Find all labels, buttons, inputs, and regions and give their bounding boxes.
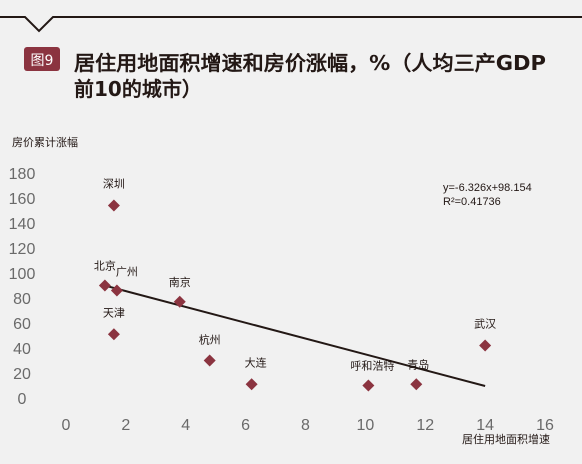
x-tick-label: 2 — [121, 417, 130, 434]
data-point-label: 南京 — [169, 275, 191, 289]
x-axis-ticks: 0 2 4 6 8 10 12 14 16 — [62, 417, 554, 434]
data-point-marker — [203, 354, 216, 367]
data-point-label: 大连 — [245, 355, 267, 369]
y-tick-label: 0 — [18, 391, 27, 408]
data-point-label: 深圳 — [103, 178, 125, 191]
x-tick-label: 10 — [356, 417, 374, 434]
x-tick-label: 14 — [476, 417, 494, 434]
y-tick-label: 120 — [9, 241, 36, 258]
data-point-label: 呼和浩特 — [350, 359, 394, 373]
y-tick-label: 80 — [13, 291, 31, 308]
data-point-marker — [107, 328, 120, 341]
data-point-marker — [98, 279, 111, 292]
data-point-marker — [107, 199, 120, 212]
data-point-label: 广州 — [116, 266, 138, 279]
chart-title-line2: 前10的城市） — [74, 77, 202, 101]
x-tick-label: 8 — [301, 417, 310, 434]
data-point-marker — [362, 379, 375, 392]
chart-title-line1: 居住用地面积增速和房价涨幅，%（人均三产GDP — [74, 51, 546, 75]
y-axis-ticks: 0 20 40 60 80 100 120 140 160 180 — [9, 166, 36, 408]
trendline — [104, 284, 486, 387]
y-axis-title: 房价累计涨幅 — [12, 136, 78, 149]
data-point-marker — [110, 284, 123, 297]
data-point-marker — [410, 378, 423, 391]
trendline-r-squared: R²=0.41736 — [443, 196, 501, 208]
trendline-group — [104, 284, 486, 387]
y-tick-label: 100 — [9, 266, 36, 283]
data-point-label: 杭州 — [199, 333, 221, 347]
x-tick-label: 12 — [416, 417, 434, 434]
data-point-marker — [479, 339, 492, 352]
header-notch-line — [0, 16, 582, 33]
y-tick-label: 140 — [9, 216, 36, 233]
data-point-label: 北京 — [94, 259, 116, 273]
x-axis-title: 居住用地面积增速 — [462, 432, 550, 446]
trendline-equation: y=-6.326x+98.154 — [443, 182, 532, 194]
y-tick-label: 40 — [13, 341, 31, 358]
data-point-marker — [245, 378, 258, 391]
x-tick-label: 0 — [62, 417, 71, 434]
data-point-label: 青岛 — [407, 357, 429, 371]
y-tick-label: 180 — [9, 166, 36, 183]
x-tick-label: 6 — [241, 417, 250, 434]
figure-badge-text: 图9 — [31, 53, 54, 69]
figure-badge — [24, 47, 60, 71]
data-point-label: 天津 — [103, 306, 125, 319]
y-tick-label: 160 — [9, 191, 36, 208]
x-tick-label: 16 — [536, 417, 554, 434]
data-point-label: 武汉 — [474, 318, 496, 331]
data-point-marker — [173, 295, 186, 308]
x-tick-label: 4 — [181, 417, 190, 434]
y-tick-label: 20 — [13, 366, 31, 383]
y-tick-label: 60 — [13, 316, 31, 333]
